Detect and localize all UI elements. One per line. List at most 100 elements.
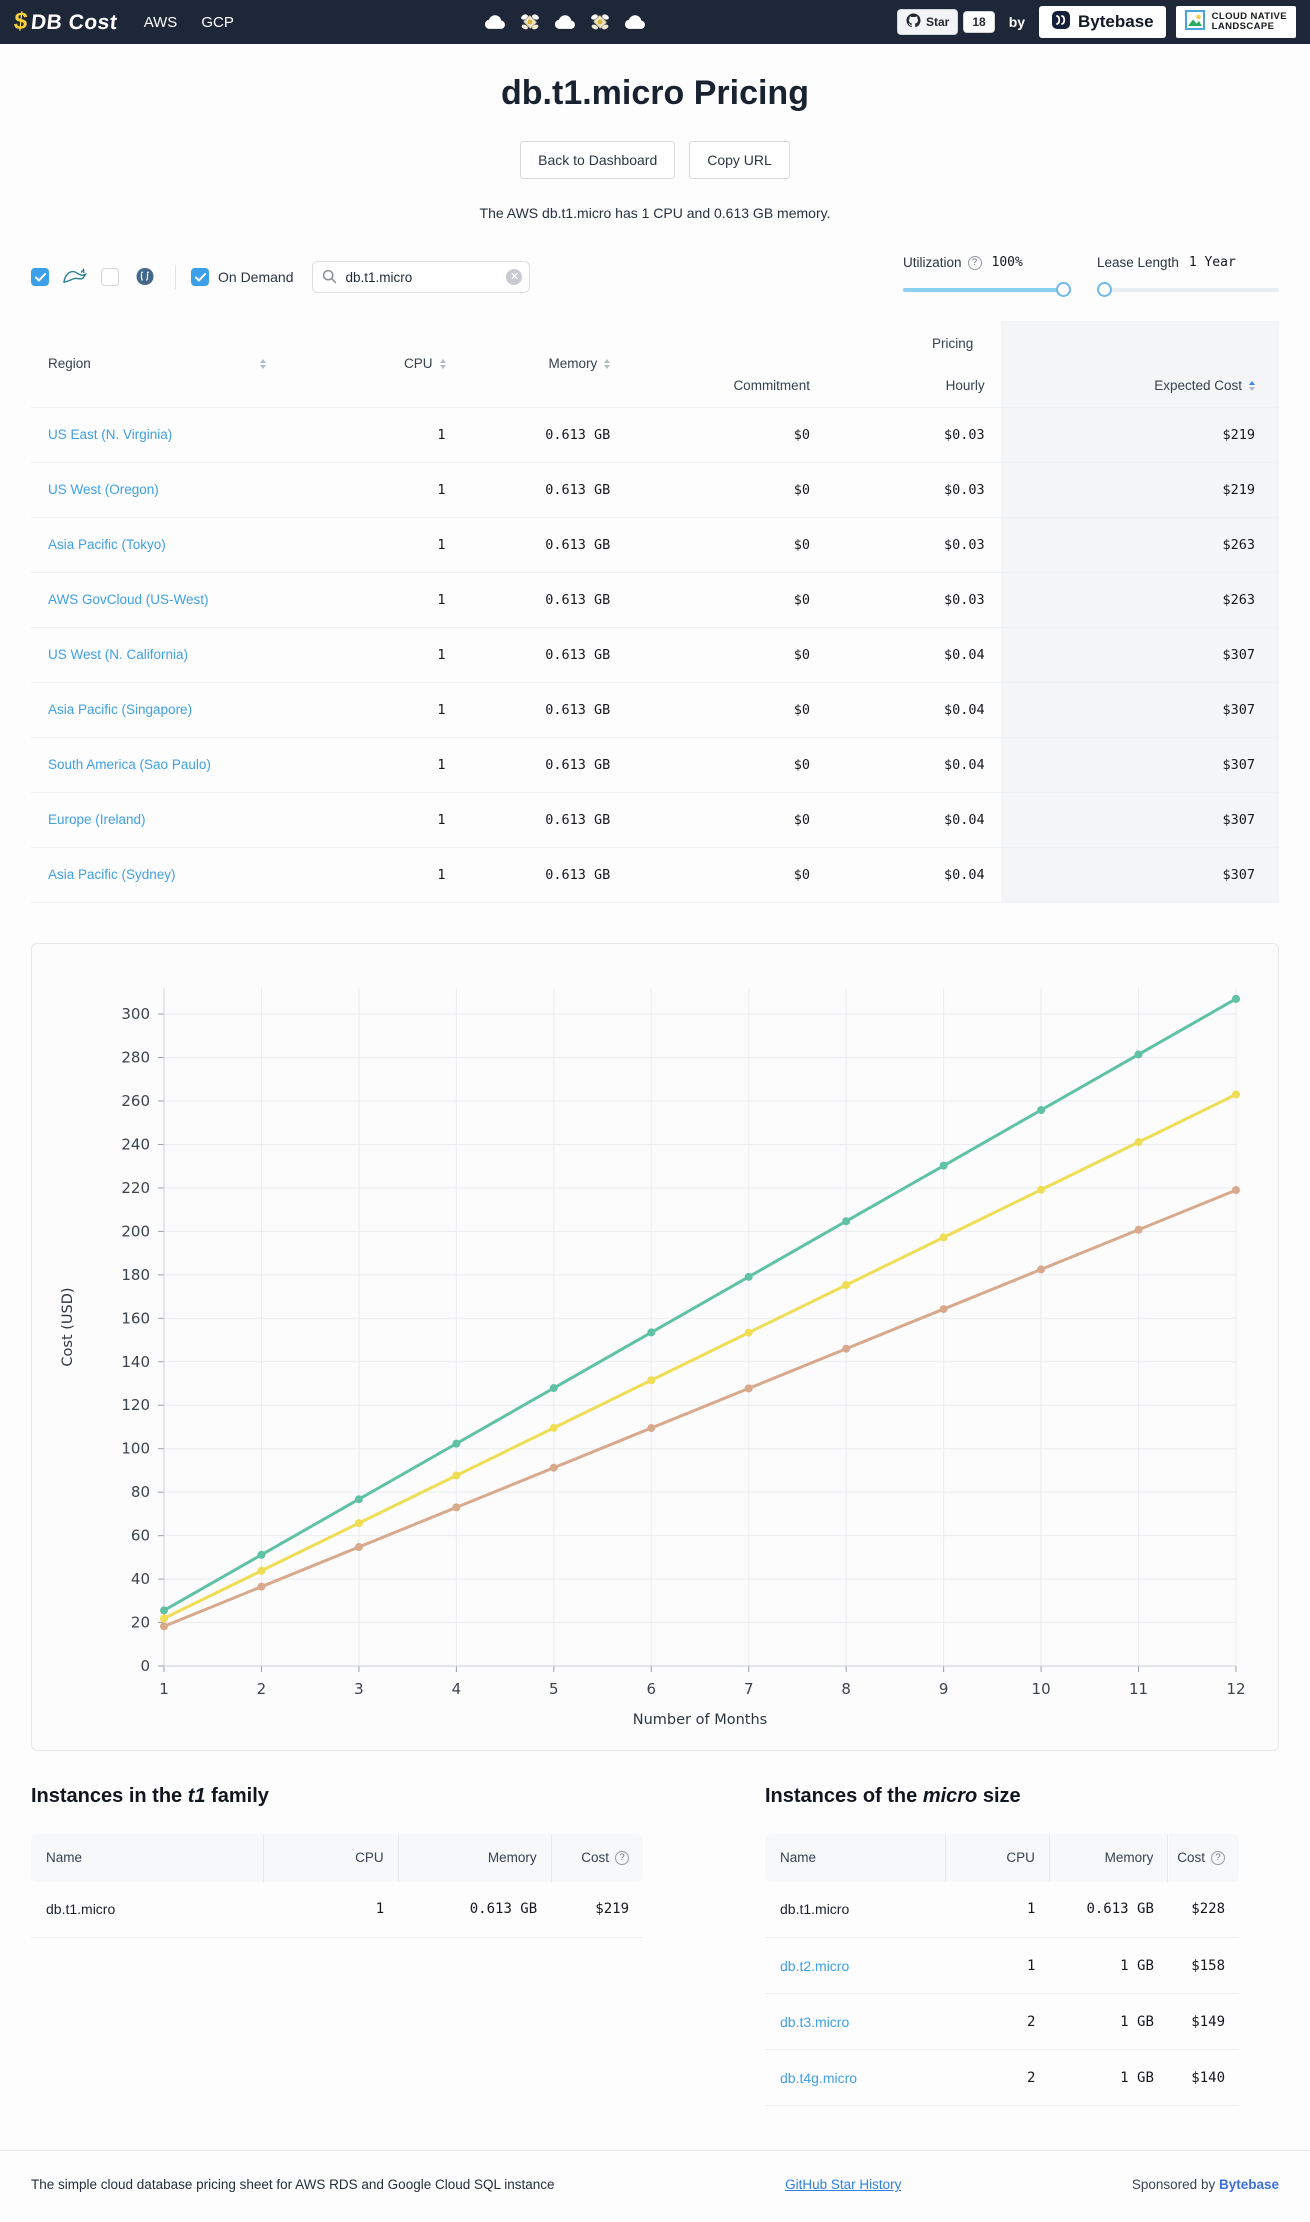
region-link[interactable]: Europe (Ireland) <box>48 812 146 827</box>
utilization-label: Utilization <box>903 255 962 270</box>
hourly-cell: $0.04 <box>825 846 1001 903</box>
hourly-cell: $0.03 <box>825 406 1001 462</box>
cpu-cell: 1 <box>945 1937 1050 1994</box>
sponsor-bytebase-link[interactable]: Bytebase <box>1218 2177 1279 2192</box>
instance-link[interactable]: db.t2.micro <box>780 1957 850 1974</box>
utilization-control: Utilization ? 100% <box>903 255 1071 301</box>
cost-cell: $228 <box>1191 1901 1225 1918</box>
column-header-memory[interactable]: Memory <box>462 321 627 407</box>
instance-link[interactable]: db.t4g.micro <box>780 2069 858 2086</box>
region-cell: Asia Pacific (Sydney) <box>31 846 341 903</box>
cost-cell: $158 <box>1167 1937 1239 1994</box>
svg-text:280: 280 <box>121 1048 150 1066</box>
cpu-cell: 2 <box>945 1993 1050 2050</box>
bytebase-logo-icon <box>1051 10 1071 35</box>
cost-help-icon[interactable]: ? <box>1211 1850 1225 1865</box>
mysql-checkbox[interactable] <box>31 268 49 286</box>
table-row: US West (Oregon) 1 0.613 GB $0 $0.03 $21… <box>31 461 1279 517</box>
github-star-button[interactable]: Star 18 <box>896 9 995 35</box>
sort-icon[interactable] <box>604 358 611 369</box>
back-to-dashboard-button[interactable]: Back to Dashboard <box>520 141 676 179</box>
region-link[interactable]: AWS GovCloud (US-West) <box>48 592 209 607</box>
copy-url-button[interactable]: Copy URL <box>689 141 790 179</box>
column-header-cpu[interactable]: CPU <box>341 321 462 407</box>
column-header-region[interactable]: Region <box>31 321 341 407</box>
cpu-cell: 1 <box>340 516 462 572</box>
size-section: Instances of the micro size Name CPU Mem… <box>765 1785 1239 2106</box>
cpu-cell: 1 <box>340 571 462 627</box>
region-cell: Asia Pacific (Singapore) <box>31 681 341 737</box>
region-link[interactable]: Asia Pacific (Tokyo) <box>48 537 166 552</box>
by-text: by <box>1008 14 1026 30</box>
cost-cell: $149 <box>1167 1993 1239 2050</box>
nav-item-gcp[interactable]: GCP <box>201 13 234 31</box>
dbcost-logo[interactable]: $ DB Cost <box>13 8 119 36</box>
action-row: Back to Dashboard Copy URL <box>0 141 1310 179</box>
utilization-slider-handle[interactable] <box>1056 282 1071 297</box>
svg-text:11: 11 <box>1129 1680 1148 1698</box>
lease-length-slider[interactable] <box>1097 282 1279 298</box>
column-header-expected-cost[interactable]: Expected Cost <box>1000 365 1279 407</box>
memory-cell: 0.613 GB <box>1086 1901 1154 1918</box>
column-header-cost: Cost? <box>1167 1833 1239 1882</box>
table-row: Asia Pacific (Sydney) 1 0.613 GB $0 $0.0… <box>31 846 1279 903</box>
landscape-line1: CLOUD NATIVE <box>1211 11 1287 22</box>
utilization-slider[interactable] <box>903 282 1071 298</box>
cpu-cell: 1 <box>340 736 462 792</box>
svg-text:6: 6 <box>646 1680 656 1698</box>
utilization-help-icon[interactable]: ? <box>967 255 982 270</box>
cost-help-icon[interactable]: ? <box>615 1850 629 1865</box>
utilization-value: 100% <box>991 255 1023 270</box>
instance-link[interactable]: db.t3.micro <box>780 2013 850 2030</box>
sort-icon-active[interactable] <box>1249 380 1255 391</box>
region-link[interactable]: Asia Pacific (Sydney) <box>48 867 176 882</box>
sponsor-text: Sponsored by Bytebase <box>1131 2177 1279 2192</box>
provider-nav: AWS GCP <box>144 14 234 31</box>
region-link[interactable]: US East (N. Virginia) <box>48 427 173 442</box>
instance-name: db.t1.micro <box>46 1901 116 1918</box>
column-header-cpu: CPU <box>263 1833 399 1882</box>
svg-text:2: 2 <box>257 1680 267 1698</box>
commitment-cell: $0 <box>626 461 826 517</box>
search-input[interactable] <box>312 261 531 293</box>
cloud-native-landscape-link[interactable]: CLOUD NATIVE LANDSCAPE <box>1175 6 1296 38</box>
top-navigation-bar: $ DB Cost AWS GCP Star 18 by Bytebase <box>0 0 1310 44</box>
memory-cell: 1 GB <box>1049 2049 1168 2106</box>
expected-cost-cell: $263 <box>1000 516 1279 572</box>
expected-cost-cell: $307 <box>1000 681 1279 737</box>
on-demand-checkbox[interactable] <box>191 268 209 286</box>
memory-cell: 0.613 GB <box>461 736 627 792</box>
region-link[interactable]: South America (Sao Paulo) <box>48 757 211 772</box>
svg-text:Cost (USD): Cost (USD) <box>60 1287 76 1366</box>
clear-search-icon[interactable]: ✕ <box>506 269 523 285</box>
github-star-history-link[interactable]: GitHub Star History <box>785 2177 902 2192</box>
hourly-cell: $0.04 <box>825 626 1001 682</box>
cpu-cell: 1 <box>340 461 462 517</box>
region-link[interactable]: US West (N. California) <box>48 647 189 662</box>
svg-text:Number of Months: Number of Months <box>633 1712 767 1728</box>
expected-cost-cell: $219 <box>1000 406 1279 462</box>
region-link[interactable]: Asia Pacific (Singapore) <box>48 702 193 717</box>
expected-cost-cell: $307 <box>1000 736 1279 792</box>
family-table: Name CPU Memory Cost? db.t1.micro 1 0.61… <box>31 1833 643 1938</box>
memory-cell: 0.613 GB <box>461 571 627 627</box>
postgresql-checkbox[interactable] <box>101 268 119 286</box>
svg-text:10: 10 <box>1032 1680 1051 1698</box>
lease-length-slider-handle[interactable] <box>1097 282 1112 297</box>
commitment-cell: $0 <box>626 626 826 682</box>
region-link[interactable]: US West (Oregon) <box>48 482 159 497</box>
bytebase-logo-link[interactable]: Bytebase <box>1039 6 1166 38</box>
memory-cell: 0.613 GB <box>461 626 627 682</box>
page-title: db.t1.micro Pricing <box>501 74 809 112</box>
sort-icon[interactable] <box>260 358 266 369</box>
expected-cost-cell: $263 <box>1000 571 1279 627</box>
table-row: AWS GovCloud (US-West) 1 0.613 GB $0 $0.… <box>31 571 1279 627</box>
nav-item-aws[interactable]: AWS <box>143 13 178 31</box>
svg-text:140: 140 <box>121 1352 150 1370</box>
commitment-cell: $0 <box>626 681 826 737</box>
table-row: db.t2.micro 1 1 GB $158 <box>765 1937 1239 1994</box>
lease-length-value: 1 Year <box>1188 255 1236 270</box>
commitment-cell: $0 <box>626 736 826 792</box>
commitment-cell: $0 <box>626 791 826 847</box>
sort-icon[interactable] <box>439 358 446 369</box>
